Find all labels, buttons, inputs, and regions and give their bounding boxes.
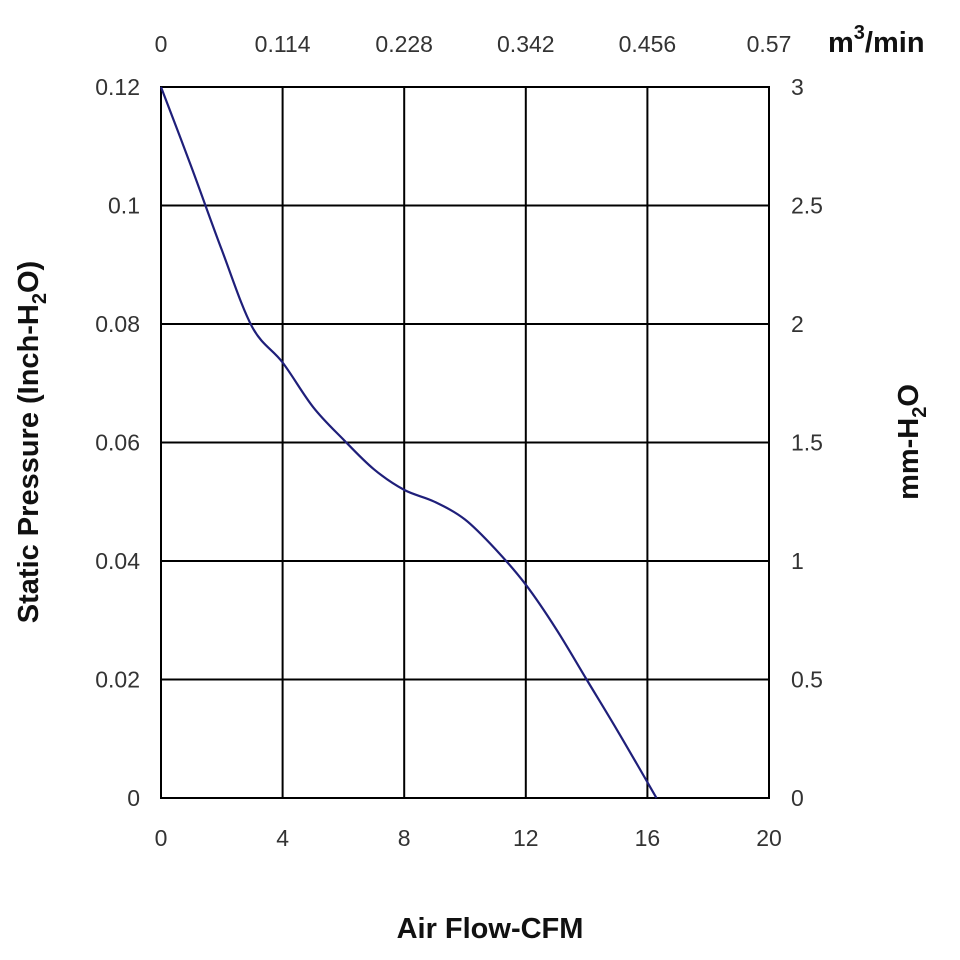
y-tick-label: 0.08 [95, 311, 140, 337]
y-tick-label: 0 [127, 785, 140, 811]
right-y-tick-label: 1.5 [791, 430, 823, 456]
y-tick-label: 0.1 [108, 193, 140, 219]
top-x-tick-label: 0.57 [747, 31, 792, 57]
x-tick-labels: 0 4 8 12 16 20 [155, 825, 782, 851]
top-x-tick-label: 0.228 [375, 31, 433, 57]
y-tick-label: 0.04 [95, 548, 140, 574]
y-axis-label: Static Pressure (Inch-H2O) [13, 261, 51, 623]
pressure-curve-line [159, 86, 658, 799]
right-y-tick-label: 1 [791, 548, 804, 574]
right-y-tick-label: 0.5 [791, 667, 823, 693]
y-tick-label: 0.06 [95, 430, 140, 456]
grid-lines [161, 87, 769, 798]
x-tick-label: 0 [155, 825, 168, 851]
top-x-tick-label: 0 [155, 31, 168, 57]
right-axis-unit-label: mm-H2O [893, 384, 931, 500]
top-x-tick-labels: 0 0.114 0.228 0.342 0.456 0.57 [155, 31, 792, 57]
x-tick-label: 12 [513, 825, 539, 851]
curve-layer [159, 86, 658, 799]
right-y-tick-label: 3 [791, 74, 804, 100]
top-axis-unit-label: m3/min [828, 22, 925, 59]
y-tick-labels: 0 0.02 0.04 0.06 0.08 0.1 0.12 [95, 74, 140, 811]
y-tick-label: 0.12 [95, 74, 140, 100]
right-y-tick-label: 0 [791, 785, 804, 811]
x-tick-label: 20 [756, 825, 782, 851]
right-y-tick-label: 2 [791, 311, 804, 337]
x-axis-label: Air Flow-CFM [397, 913, 584, 945]
right-y-tick-labels: 0 0.5 1 1.5 2 2.5 3 [791, 74, 823, 811]
top-x-tick-label: 0.342 [497, 31, 555, 57]
top-x-tick-label: 0.456 [619, 31, 677, 57]
x-tick-label: 16 [635, 825, 661, 851]
right-y-tick-label: 2.5 [791, 193, 823, 219]
x-tick-label: 4 [276, 825, 289, 851]
x-tick-label: 8 [398, 825, 411, 851]
y-tick-label: 0.02 [95, 667, 140, 693]
plot-frame [160, 86, 770, 799]
top-x-tick-label: 0.114 [255, 31, 311, 57]
